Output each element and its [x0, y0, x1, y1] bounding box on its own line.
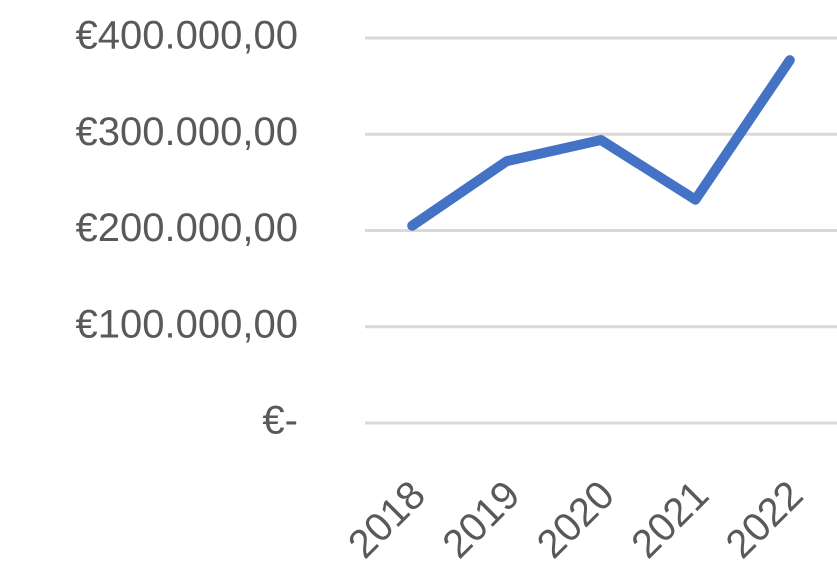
- data-line: [407, 55, 795, 231]
- y-tick-label: €200.000,00: [76, 206, 298, 250]
- y-tick-label: €100.000,00: [76, 302, 298, 346]
- y-tick-label: €300.000,00: [76, 110, 298, 154]
- x-tick-label: 2019: [434, 473, 528, 567]
- x-tick-label: 2021: [623, 473, 717, 567]
- y-tick-label: €400.000,00: [76, 14, 298, 58]
- y-tick-label: €-: [262, 399, 298, 443]
- x-tick-label: 2022: [718, 473, 812, 567]
- x-tick-label: 2018: [340, 473, 434, 567]
- x-tick-label: 2020: [529, 473, 623, 567]
